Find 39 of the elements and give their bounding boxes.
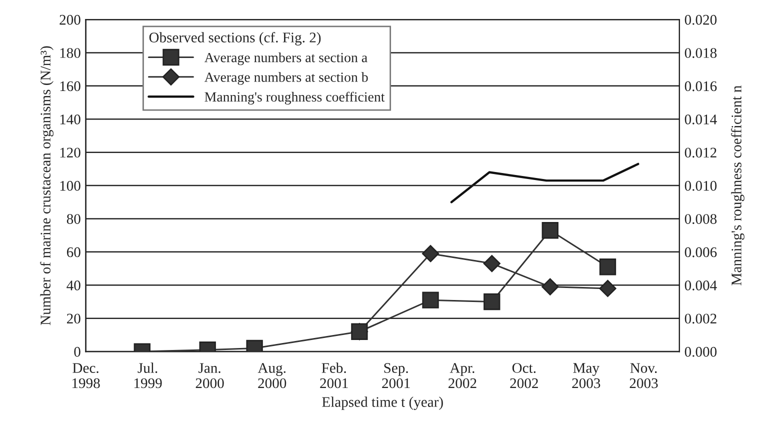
legend-title: Observed sections (cf. Fig. 2)	[149, 32, 321, 46]
y-tick-label: 200	[60, 14, 80, 25]
x-tick-label: May 2003	[572, 363, 600, 388]
y-tick-label: 0	[74, 346, 80, 357]
y-tick-label: 100	[60, 180, 80, 191]
y2-tick-label: 0.020	[684, 14, 717, 25]
x-tick-label: Dec. 1998	[72, 363, 100, 388]
y2-tick-label: 0.012	[684, 148, 716, 158]
x-tick-label: Jul. 1999	[134, 362, 162, 388]
y2-tick-label: 0.000	[684, 346, 717, 357]
legend-label: Average numbers at section b	[204, 72, 368, 85]
y-tick-label: 40	[66, 280, 80, 290]
x-tick-label: Aug. 2000	[258, 363, 286, 388]
x-axis-title: Elapsed time t (year)	[322, 396, 443, 410]
x-tick-label: Jan. 2000	[196, 363, 224, 388]
y2-tick-label: 0.014	[684, 114, 717, 124]
x-tick-label: Apr. 2002	[448, 363, 476, 388]
y-tick-label: 180	[60, 48, 80, 58]
legend-label: Manning's roughness coefficient	[204, 92, 385, 104]
legend-label: Average numbers at section a	[204, 52, 368, 66]
x-tick-label: Feb. 2001	[320, 362, 348, 388]
y-tick-label: 20	[66, 314, 80, 324]
x-tick-label: Nov. 2003	[630, 363, 658, 388]
x-tick-label: Oct. 2002	[510, 363, 538, 388]
y2-tick-label: 0.016	[684, 81, 717, 92]
y-axis-title: Number of marine crustacean organisms (N/m³)	[40, 46, 54, 326]
y2-tick-label: 0.002	[684, 314, 716, 324]
y-tick-label: 160	[60, 81, 80, 92]
y-tick-label: 80	[66, 214, 80, 224]
y2-axis-title: Manning's roughness coefficient n	[731, 86, 744, 286]
y2-tick-label: 0.018	[684, 48, 717, 58]
y2-tick-label: 0.004	[684, 280, 717, 290]
y-tick-label: 140	[60, 114, 80, 124]
x-tick-label: Sep. 2001	[382, 363, 410, 388]
y2-tick-label: 0.008	[684, 214, 717, 224]
y2-tick-label: 0.006	[684, 247, 717, 258]
y-tick-label: 120	[60, 148, 80, 158]
y-tick-label: 60	[66, 247, 80, 258]
y2-tick-label: 0.010	[684, 180, 717, 191]
